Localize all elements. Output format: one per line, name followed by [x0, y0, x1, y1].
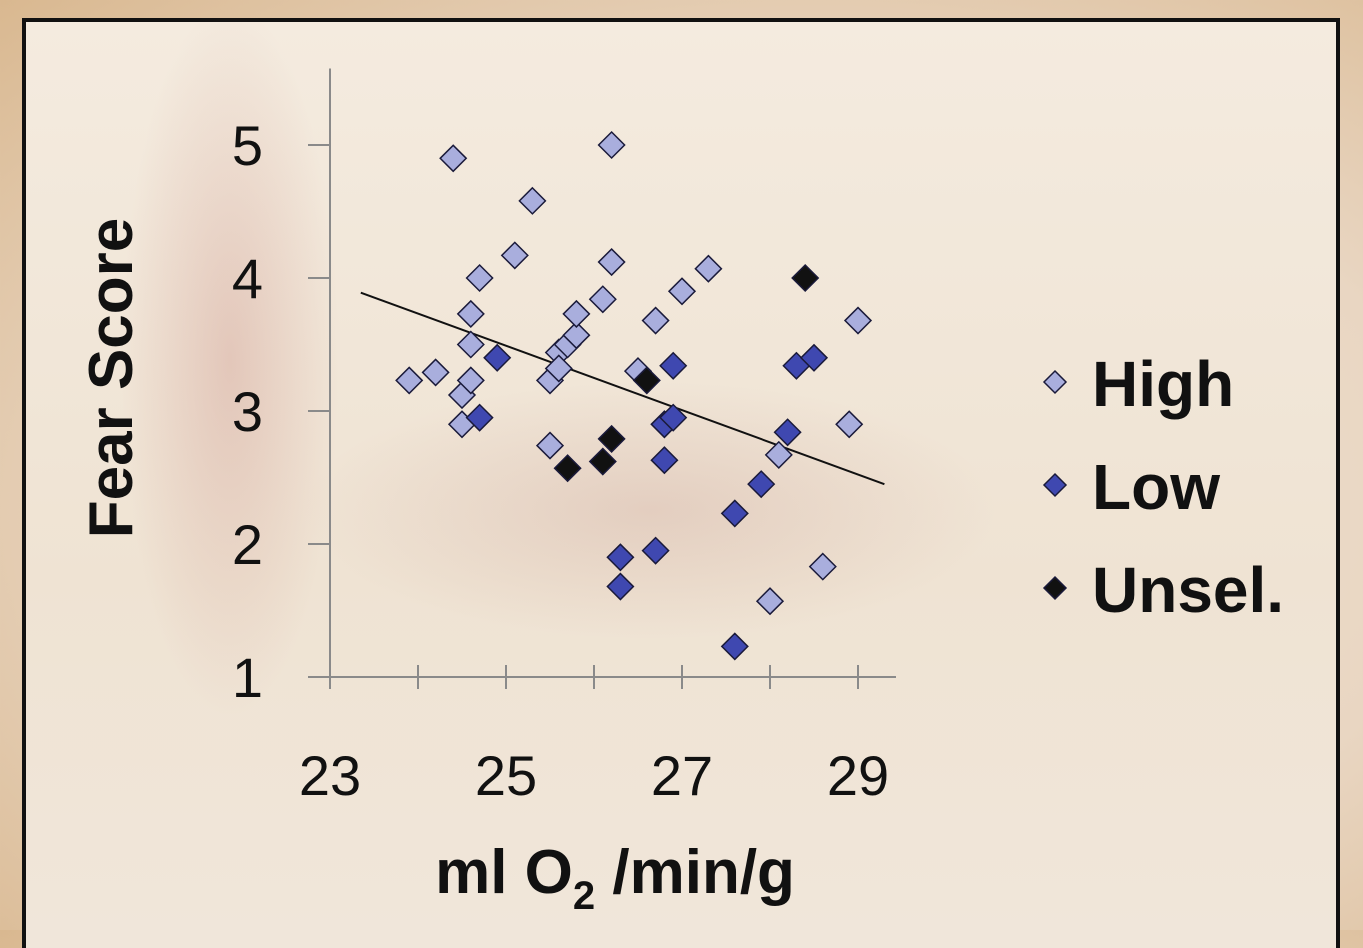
- data-point: [606, 543, 635, 572]
- data-point: [641, 536, 670, 565]
- background-blur: [120, 0, 340, 720]
- data-point: [755, 587, 785, 616]
- data-point: [465, 263, 494, 293]
- data-point: [535, 431, 565, 460]
- data-point: [588, 447, 617, 476]
- data-point: [597, 130, 626, 160]
- y-axis-title: Fear Score: [77, 218, 146, 539]
- data-points: [395, 130, 873, 661]
- x-tick-label: 29: [827, 744, 889, 807]
- data-point: [456, 330, 485, 359]
- data-point: [588, 285, 617, 314]
- y-tick-label: 5: [232, 114, 263, 177]
- chart-frame: [22, 18, 1340, 948]
- data-point: [483, 343, 512, 372]
- x-axis-title: ml O2 /min/g: [435, 838, 795, 918]
- data-point: [518, 186, 547, 215]
- y-tick-labels: 1 2 3 4 5: [232, 114, 263, 709]
- data-point: [597, 247, 626, 277]
- data-point: [641, 306, 670, 335]
- x-axis-title-rest: /min/g: [595, 838, 795, 907]
- data-point: [465, 403, 494, 432]
- data-point: [597, 424, 626, 453]
- data-point: [456, 299, 485, 328]
- legend-marker: [1042, 472, 1068, 498]
- data-point: [395, 366, 424, 395]
- data-point: [764, 440, 793, 469]
- data-point: [773, 418, 802, 447]
- y-tick-label: 2: [232, 513, 263, 576]
- y-tick-label: 3: [232, 380, 263, 443]
- legend: High Low Unsel.: [1042, 348, 1284, 626]
- legend-label: Low: [1092, 451, 1220, 523]
- data-point: [659, 403, 688, 432]
- data-point: [439, 144, 468, 173]
- y-tick-label: 1: [232, 646, 263, 709]
- data-point: [553, 454, 582, 483]
- x-tick-label: 23: [299, 744, 361, 807]
- data-point: [694, 254, 723, 283]
- data-point: [562, 299, 591, 328]
- data-point: [835, 410, 864, 439]
- trendline-group: [360, 291, 885, 486]
- data-point: [632, 366, 661, 395]
- data-point: [747, 470, 776, 499]
- x-axis-title-sub: 2: [573, 874, 595, 918]
- data-point: [720, 499, 749, 528]
- data-point: [562, 321, 591, 350]
- data-point: [720, 632, 749, 661]
- x-tick-label: 27: [651, 744, 713, 807]
- data-point: [843, 306, 873, 335]
- trendline: [360, 291, 885, 486]
- axes: [308, 68, 896, 689]
- data-point: [791, 263, 820, 293]
- data-point: [799, 343, 829, 372]
- y-tick-label: 4: [232, 247, 263, 310]
- data-point: [500, 241, 529, 270]
- legend-marker: [1042, 369, 1068, 395]
- data-point: [667, 277, 697, 306]
- x-tick-labels: 23 25 27 29: [299, 744, 889, 807]
- x-tick-label: 25: [475, 744, 537, 807]
- legend-marker: [1042, 575, 1068, 601]
- background-blur: [300, 380, 1000, 640]
- data-point: [456, 366, 485, 395]
- data-point: [544, 354, 573, 383]
- data-point: [606, 572, 635, 601]
- data-point: [659, 351, 688, 380]
- data-point: [650, 446, 679, 475]
- legend-label: High: [1092, 348, 1234, 420]
- x-axis-title-main: ml O: [435, 838, 573, 907]
- data-point: [808, 552, 837, 581]
- data-point: [421, 358, 450, 387]
- legend-label: Unsel.: [1092, 554, 1284, 626]
